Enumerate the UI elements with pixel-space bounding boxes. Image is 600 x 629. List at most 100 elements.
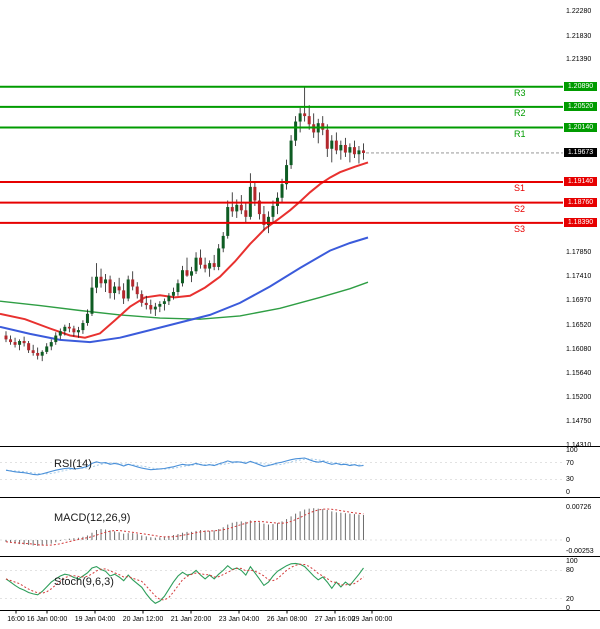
candle-body [49, 342, 53, 347]
candle-body [144, 302, 148, 306]
price-tick-label: 1.15640 [566, 369, 592, 377]
candle-body [190, 271, 194, 276]
macd-tick-label: 0 [566, 537, 570, 544]
candle-body [239, 204, 243, 211]
candle-body [226, 207, 230, 236]
rsi-tick-label: 30 [566, 476, 574, 484]
stoch-tick-label: 100 [566, 558, 578, 565]
support-price-badge: 1.18390 [564, 218, 597, 228]
candle-body [294, 121, 298, 141]
ma-slow-green-line [0, 281, 369, 320]
candle-body [171, 291, 175, 296]
price-tick-label: 1.15200 [566, 393, 592, 401]
candle-body [339, 144, 343, 151]
candle-body [108, 279, 112, 294]
candle-body [18, 340, 22, 345]
current-price-badge: 1.19673 [564, 148, 597, 158]
macd-tick-label: 0.00726 [566, 504, 592, 511]
candle-body [244, 210, 248, 217]
candle-body [9, 339, 13, 343]
macd-signal-line [5, 508, 364, 546]
time-axis-label: 20 Jan 12:00 [122, 616, 164, 623]
candle-body [217, 248, 221, 267]
candle-body [352, 147, 356, 155]
rsi-panel-title: RSI(14) [54, 458, 92, 470]
candle-body [140, 294, 144, 303]
support-price-badge: 1.18760 [564, 198, 597, 208]
candle-body [113, 286, 117, 294]
candle-body [135, 286, 139, 295]
candle-body [22, 340, 26, 344]
candle-body [67, 326, 71, 329]
candle-body [176, 283, 180, 292]
candle-body [185, 270, 189, 276]
rsi-signal-line [5, 458, 364, 475]
price-tick-label: 1.21830 [566, 32, 592, 40]
time-axis-label: 29 Jan 00:00 [351, 616, 393, 623]
ma-medium-blue-line [0, 236, 369, 344]
candle-body [262, 214, 266, 225]
price-tick-label: 1.17410 [566, 273, 592, 281]
time-axis-label: 16:00 [7, 616, 25, 623]
time-axis-label: 16 Jan 00:00 [26, 616, 68, 623]
candle-body [321, 123, 325, 130]
candle-body [334, 140, 338, 151]
candle-body [199, 257, 203, 265]
candle-body [36, 352, 40, 356]
stoch-tick-label: 20 [566, 595, 574, 603]
candle-body [76, 330, 80, 333]
macd-panel-title: MACD(12,26,9) [54, 512, 131, 524]
resistance-label-r2: R2 [514, 107, 526, 118]
candle-body [235, 204, 239, 212]
price-tick-label: 1.16080 [566, 345, 592, 353]
macd-tick-label: -0.00253 [566, 548, 594, 556]
resistance-label-r3: R3 [514, 87, 526, 98]
resistance-label-r1: R1 [514, 128, 526, 139]
candle-body [99, 276, 103, 284]
candle-body [230, 207, 234, 212]
candle-body [162, 301, 166, 304]
candle-body [307, 116, 311, 125]
price-tick-label: 1.14310 [566, 441, 592, 449]
resistance-price-badge: 1.20890 [564, 82, 597, 92]
candle-body [357, 150, 361, 155]
candle-body [81, 323, 85, 331]
candle-body [95, 276, 98, 288]
candle-body [40, 351, 44, 356]
candle-body [203, 264, 207, 269]
candle-body [149, 305, 153, 310]
price-tick-label: 1.14750 [566, 418, 592, 426]
rsi-tick-label: 70 [566, 459, 574, 467]
price-tick-label: 1.22280 [566, 8, 592, 15]
support-label-s3: S3 [514, 223, 526, 234]
price-tick-label: 1.21390 [566, 56, 592, 64]
candle-body [31, 350, 35, 353]
candle-body [104, 279, 108, 284]
candle-body [266, 216, 270, 226]
candle-body [298, 113, 302, 122]
candle-body [122, 290, 126, 299]
candle-body [45, 346, 49, 352]
time-axis-label: 27 Jan 16:00 [314, 616, 356, 623]
candle-body [85, 313, 89, 324]
candle-body [13, 342, 17, 345]
resistance-price-badge: 1.20520 [564, 102, 597, 112]
candle-body [303, 113, 307, 117]
candle-body [343, 144, 347, 153]
ma-fast-red-line [0, 161, 369, 339]
candle-body [285, 165, 289, 185]
support-price-badge: 1.19140 [564, 177, 597, 187]
candle-body [330, 140, 334, 149]
stoch-panel-title: Stoch(9,6,3) [54, 576, 114, 588]
candle-body [63, 326, 67, 332]
time-axis-label: 26 Jan 08:00 [266, 616, 308, 623]
candle-body [257, 200, 261, 215]
candle-body [153, 306, 157, 310]
time-axis-label: 23 Jan 04:00 [218, 616, 260, 623]
price-tick-label: 1.16520 [566, 321, 592, 329]
candle-body [361, 150, 365, 153]
time-axis-label: 21 Jan 20:00 [170, 616, 212, 623]
candle-body [158, 303, 162, 307]
candle-body [325, 129, 329, 149]
